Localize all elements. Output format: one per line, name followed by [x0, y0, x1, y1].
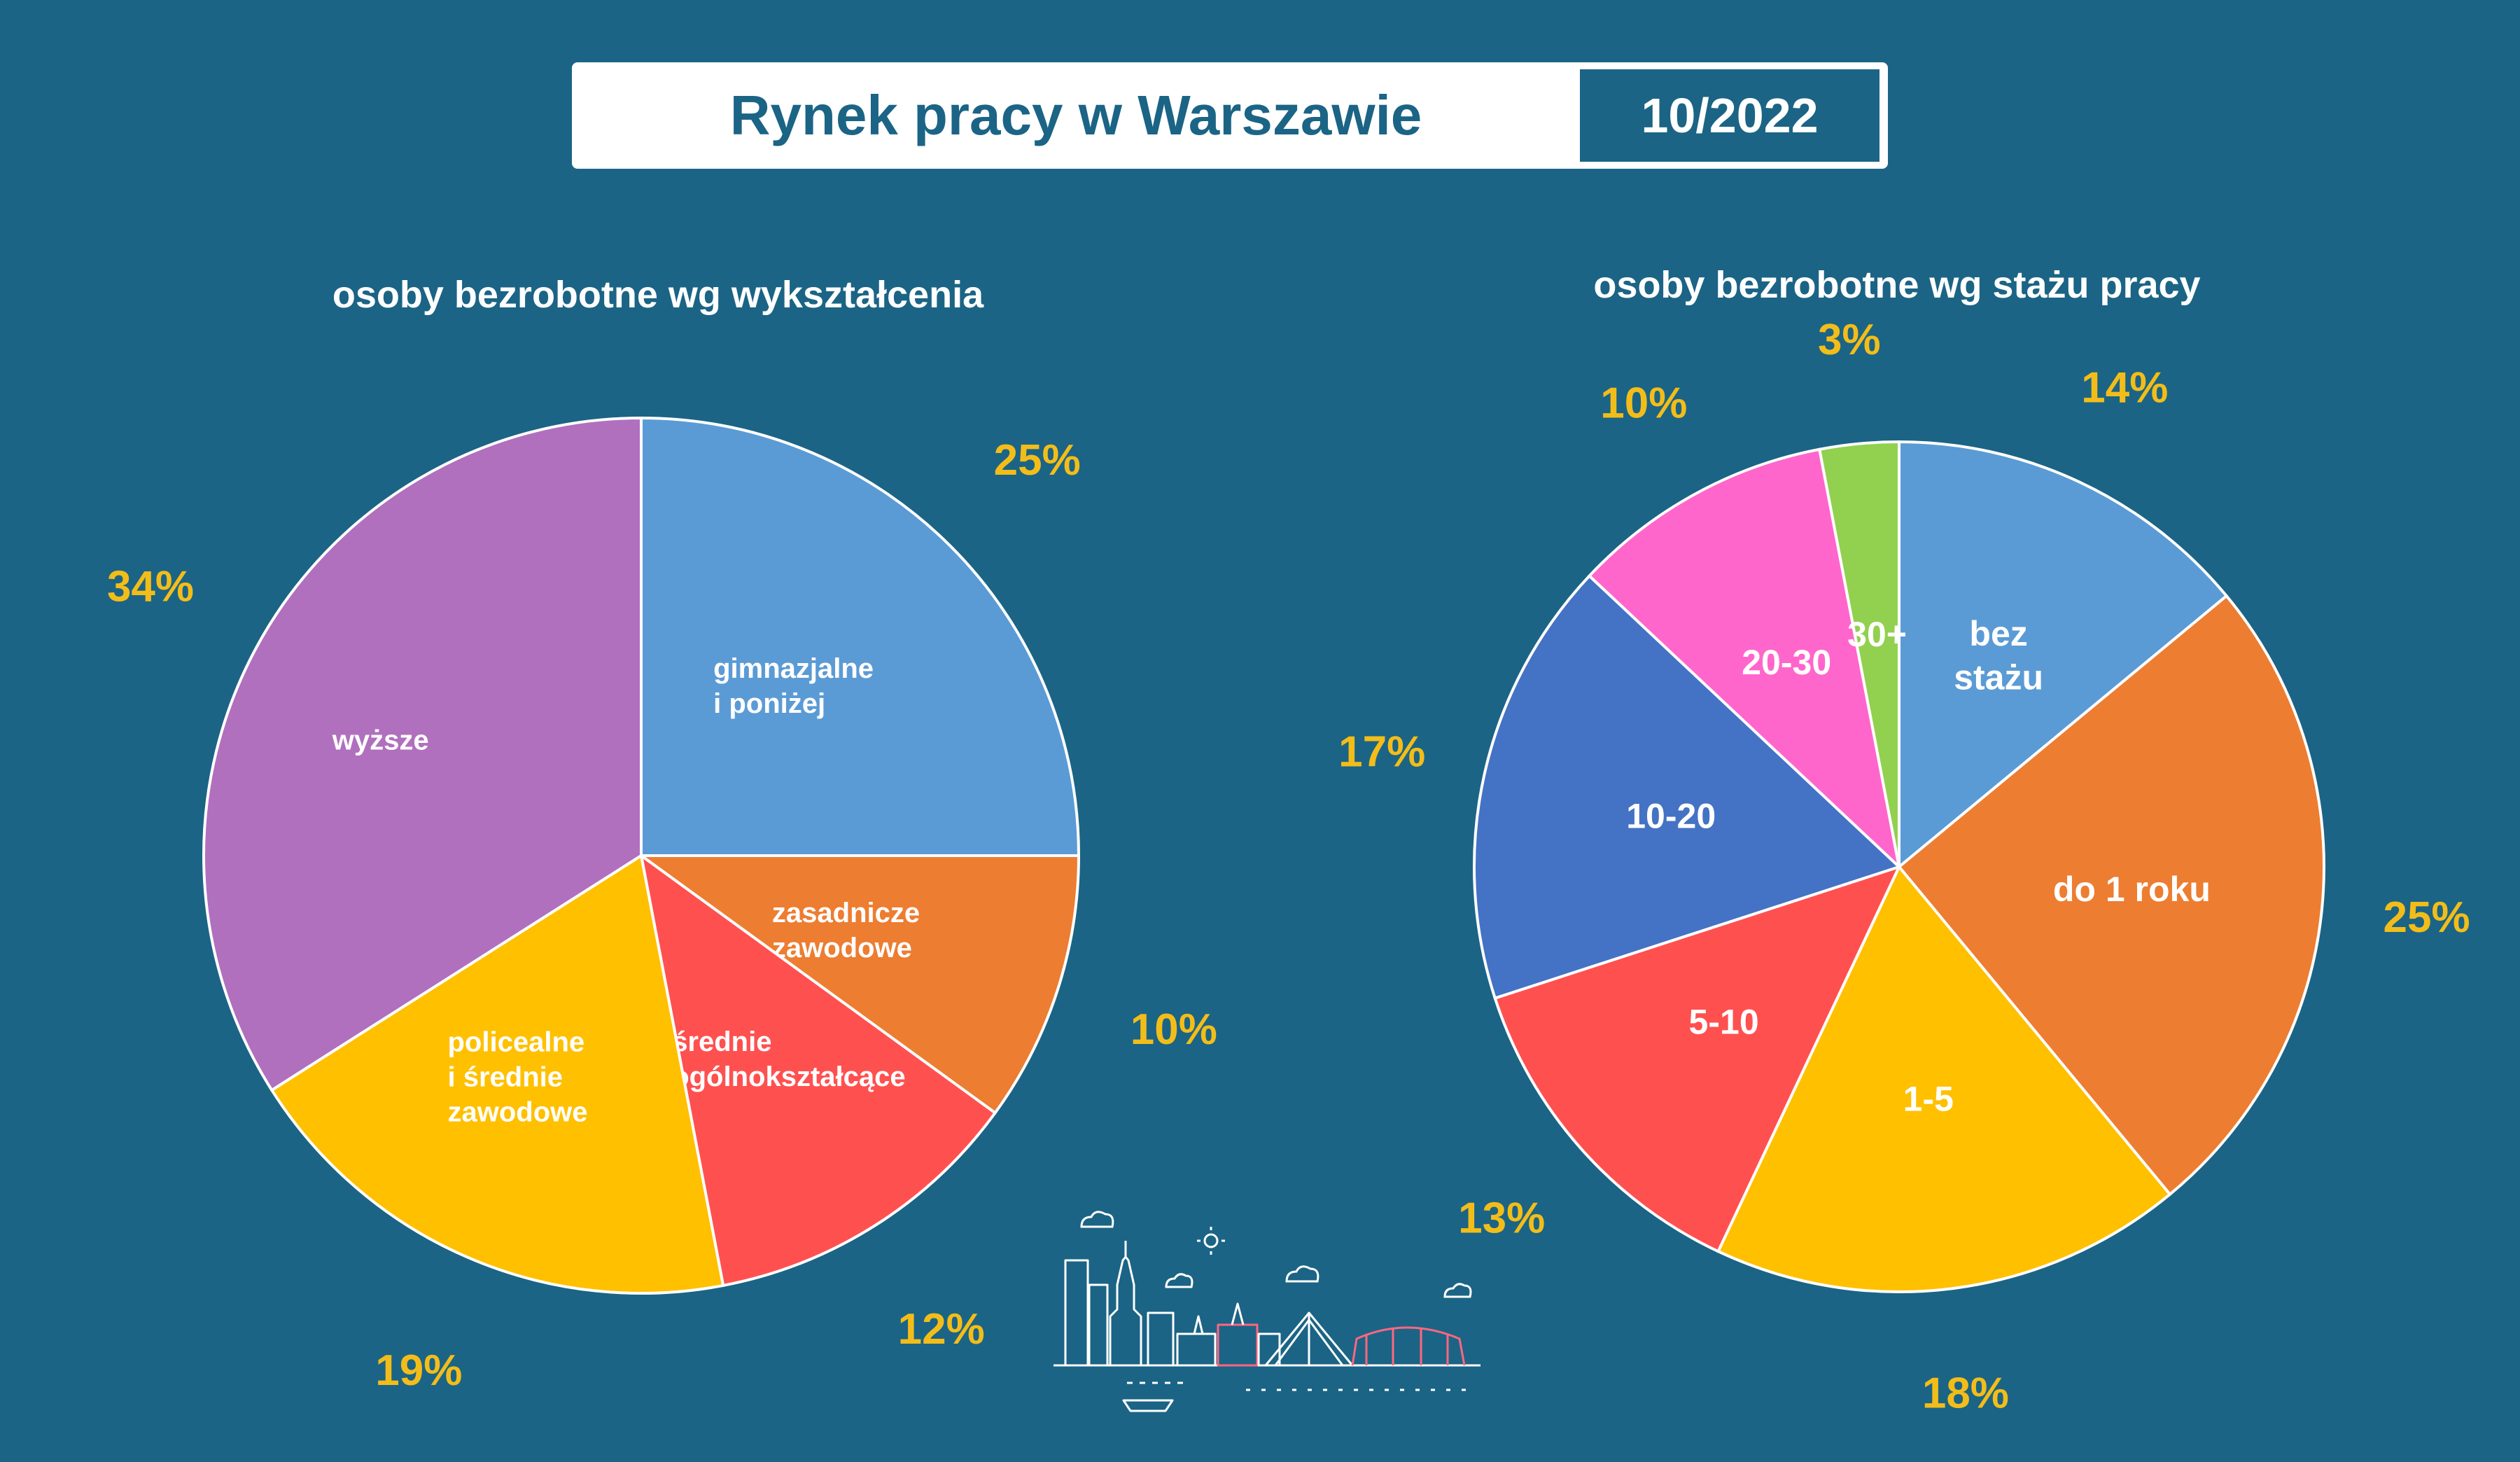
slice-label: policealne i średnie zawodowe	[448, 1027, 588, 1128]
pie-slice	[636, 854, 1081, 1115]
period-badge: 10/2022	[1580, 69, 1879, 162]
slice-label: 30+	[1847, 615, 1907, 654]
slice-percent-label: 17%	[1338, 728, 1425, 777]
slice-label: gimnazjalne i poniżej	[713, 653, 874, 719]
slice-label: do 1 roku	[2053, 870, 2211, 909]
slice-label: zasadnicze zawodowe	[772, 898, 920, 963]
slice-percent-label: 10%	[1130, 1005, 1217, 1054]
page-title: Rynek pracy w Warszawie	[729, 84, 1422, 146]
slice-label: 10-20	[1626, 797, 1716, 836]
warsaw-skyline-icon	[1054, 1241, 1480, 1412]
slice-percent-label: 13%	[1458, 1194, 1545, 1242]
header-banner: Rynek pracy w Warszawie 10/2022	[572, 62, 1888, 169]
slice-percent-label: 3%	[1818, 316, 1881, 364]
slice-label: 5-10	[1689, 1002, 1759, 1041]
pie-slice	[640, 416, 1081, 857]
pie-slice	[202, 416, 643, 1092]
pie-slice	[1898, 440, 2229, 870]
slice-percent-label: 10%	[1600, 379, 1687, 427]
slice-label: bez stażu	[1954, 614, 2043, 697]
slice-percent-label: 25%	[2384, 893, 2470, 942]
pie-slice	[1817, 440, 1900, 868]
slice-percent-label: 18%	[1922, 1370, 2009, 1418]
slice-label: 1-5	[1903, 1080, 1954, 1119]
pie-slice	[1716, 864, 2172, 1293]
pie-slice	[1493, 864, 1902, 1253]
slice-percent-label: 14%	[2081, 364, 2168, 412]
pie-slice	[1587, 447, 1902, 871]
slice-percent-label: 12%	[898, 1305, 985, 1353]
pie-chart-seniority: bez stażu 14% do 1 roku 25% 1-5 18% 5-10 13% 10-2…	[1338, 316, 2470, 1418]
chart-title-education: osoby bezrobotne wg wykształcenia	[332, 274, 984, 316]
slice-label: wyższe	[332, 725, 429, 756]
pie-slice	[1897, 594, 2325, 1197]
slice-label: średnie ogólnokształcące	[672, 1026, 905, 1092]
chart-title-seniority: osoby bezrobotne wg stażu pracy	[1593, 264, 2201, 306]
pie-slice	[1473, 573, 1902, 1001]
slice-percent-label: 34%	[107, 562, 194, 611]
cloud-icon	[1080, 1211, 1472, 1298]
slice-percent-label: 25%	[994, 436, 1081, 485]
pie-chart-education: gimnazjalne i poniżej 25% zasadnicze zawodow…	[107, 416, 1217, 1395]
pie-slice	[270, 853, 725, 1295]
slice-label: 20-30	[1742, 643, 1831, 682]
slice-percent-label: 19%	[375, 1346, 462, 1395]
sun-icon	[1197, 1227, 1225, 1255]
pie-slice	[639, 852, 997, 1288]
